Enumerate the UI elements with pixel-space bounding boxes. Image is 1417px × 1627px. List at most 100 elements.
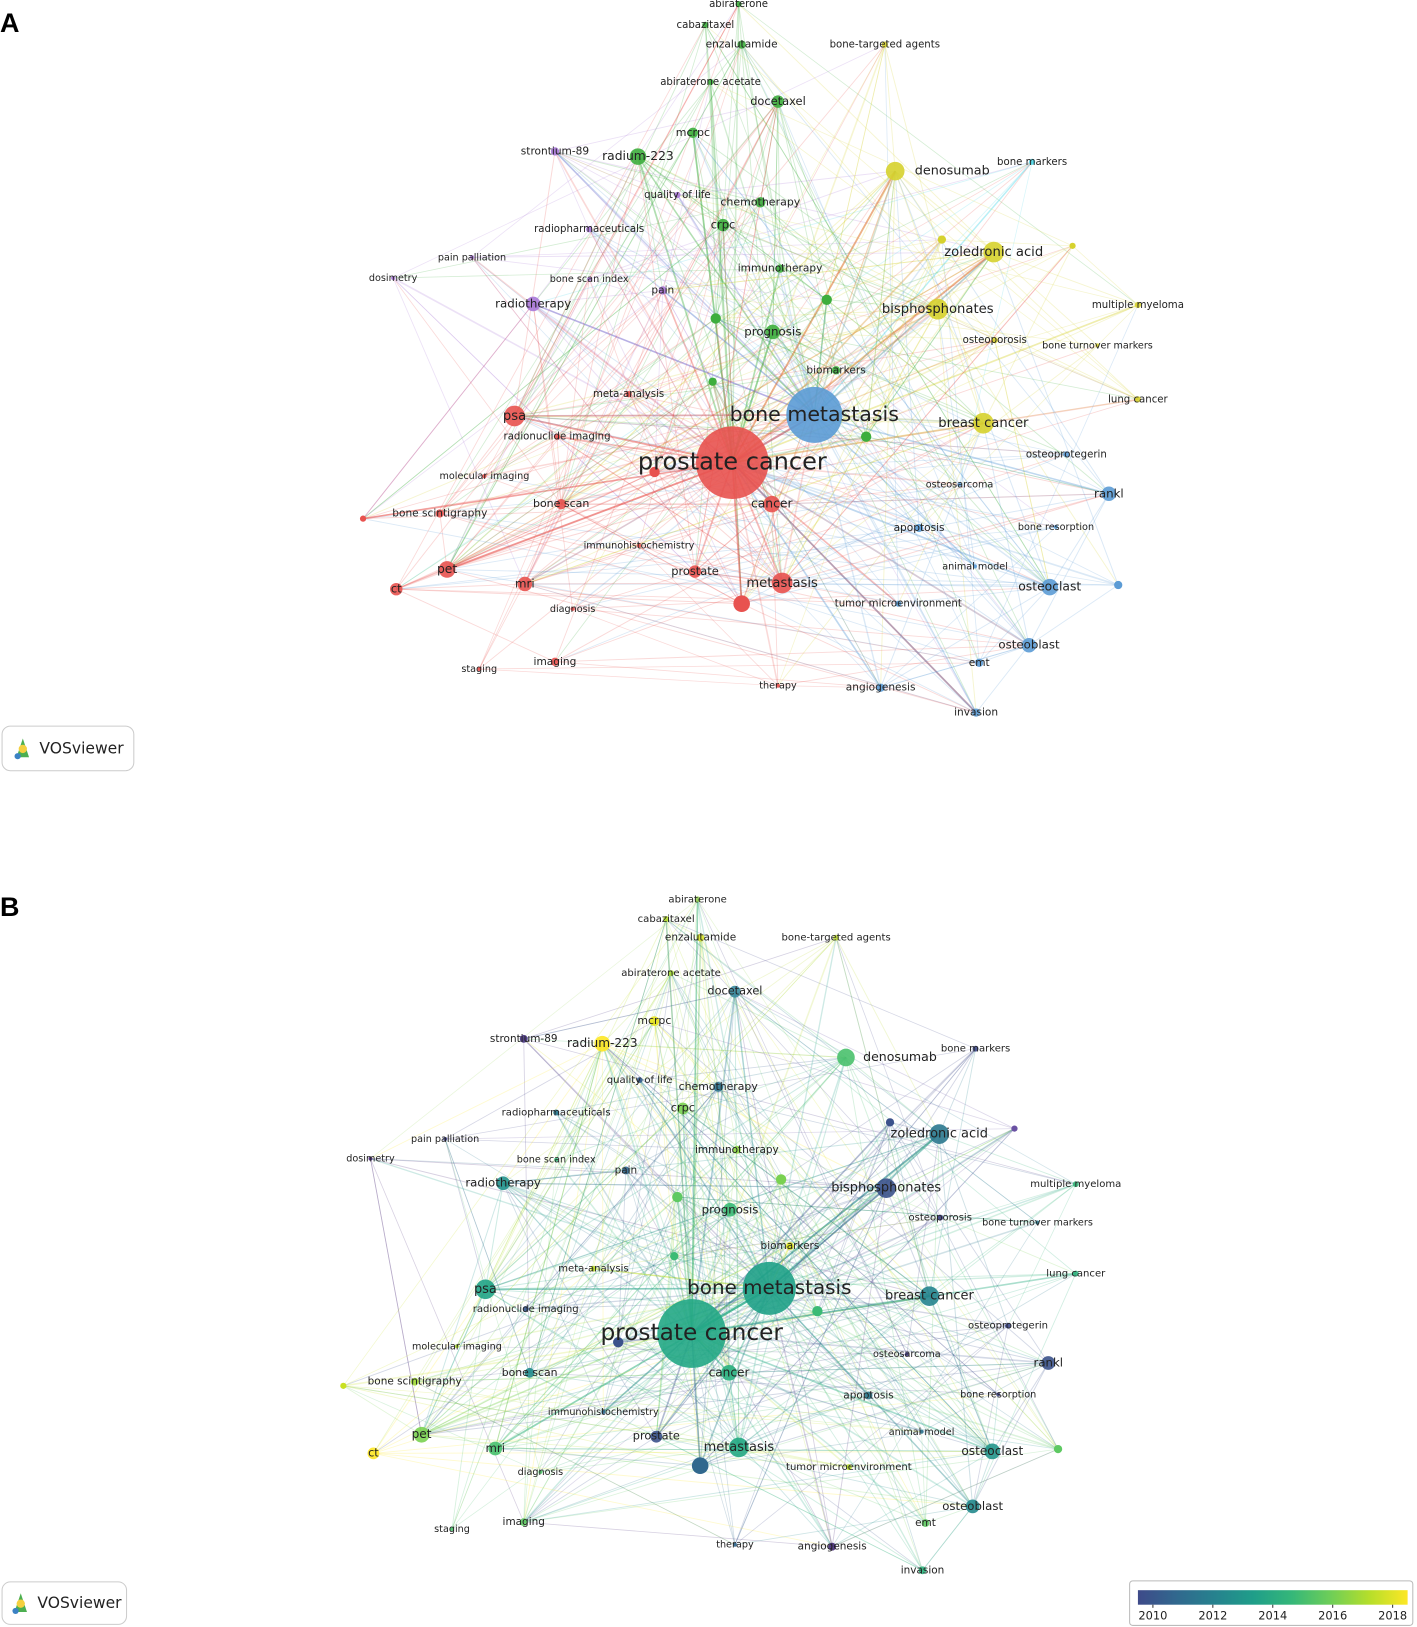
link: [601, 1043, 770, 1289]
link: [628, 44, 743, 395]
link: [662, 251, 994, 291]
link: [446, 461, 733, 571]
link: [691, 1333, 833, 1548]
node: [519, 1518, 528, 1527]
link: [554, 151, 827, 301]
link: [991, 1394, 999, 1452]
link: [704, 24, 837, 371]
node-label: prognosis: [702, 1202, 759, 1216]
node-label: bone markers: [941, 1044, 1010, 1055]
link: [654, 290, 664, 472]
node: [477, 666, 482, 672]
link: [554, 151, 976, 567]
link: [601, 1043, 693, 1334]
link: [928, 1295, 993, 1452]
link: [817, 1295, 930, 1312]
node-label: pain: [615, 1164, 638, 1176]
node-label: molecular imaging: [412, 1341, 502, 1352]
node: [972, 564, 978, 569]
link: [485, 972, 672, 1290]
link: [694, 571, 980, 664]
link: [439, 513, 1050, 588]
link: [814, 414, 984, 425]
node: [650, 1430, 663, 1443]
link: [479, 668, 778, 687]
link: [835, 370, 1030, 646]
link: [691, 1133, 940, 1335]
link: [715, 251, 994, 319]
link: [673, 1057, 847, 1257]
link: [694, 170, 896, 572]
link: [768, 1133, 940, 1289]
link: [700, 937, 730, 1373]
link: [691, 1048, 977, 1335]
link: [677, 194, 761, 203]
link: [503, 1133, 940, 1184]
link: [886, 1128, 1015, 1189]
link: [994, 340, 1051, 588]
node: [525, 296, 541, 312]
link: [625, 1057, 847, 1171]
link: [741, 526, 1057, 605]
link: [691, 1295, 930, 1335]
link: [485, 1288, 740, 1448]
link: [540, 1273, 1076, 1473]
link: [572, 608, 1030, 646]
link: [734, 1187, 887, 1545]
link: [831, 1222, 1038, 1547]
node: [732, 1542, 737, 1547]
link: [1097, 304, 1139, 346]
link: [514, 369, 837, 417]
link: [880, 423, 984, 688]
link: [717, 1086, 1059, 1450]
node: [927, 298, 949, 320]
node: [663, 916, 670, 922]
link: [532, 228, 590, 305]
link: [523, 1362, 1049, 1523]
link: [691, 1332, 1059, 1450]
link: [655, 1108, 684, 1437]
link: [638, 545, 779, 686]
link: [572, 571, 696, 610]
link: [554, 150, 815, 416]
link: [373, 972, 672, 1454]
link: [993, 251, 1098, 346]
link: [772, 331, 1030, 646]
link: [421, 1295, 930, 1436]
link: [514, 3, 739, 417]
link: [699, 1325, 1009, 1467]
link: [845, 1057, 926, 1524]
link: [444, 1138, 541, 1473]
link: [654, 44, 886, 473]
node: [957, 482, 962, 487]
link: [524, 304, 1139, 585]
node-label: imaging: [534, 656, 577, 668]
link: [439, 513, 1030, 646]
node: [636, 1077, 643, 1084]
link: [941, 239, 980, 663]
link: [729, 1362, 1049, 1374]
link: [665, 918, 693, 1334]
link: [662, 290, 882, 688]
node-label: strontium-89: [490, 1033, 558, 1045]
node-label: immunotherapy: [738, 263, 823, 275]
link: [813, 239, 943, 416]
node: [723, 1202, 737, 1217]
link: [446, 345, 1098, 570]
node: [716, 218, 730, 232]
link: [495, 1372, 730, 1449]
node: [984, 1443, 1001, 1460]
link: [446, 308, 938, 570]
link: [588, 229, 783, 584]
link: [691, 1332, 974, 1508]
link: [421, 1332, 692, 1436]
colorbar-tick-label: 2018: [1378, 1609, 1407, 1623]
link: [865, 436, 1051, 588]
link: [523, 1043, 603, 1523]
link: [529, 1372, 604, 1413]
link: [514, 415, 1067, 455]
node: [735, 1, 742, 8]
link: [485, 1133, 940, 1290]
link: [524, 414, 815, 585]
link: [674, 1133, 940, 1257]
